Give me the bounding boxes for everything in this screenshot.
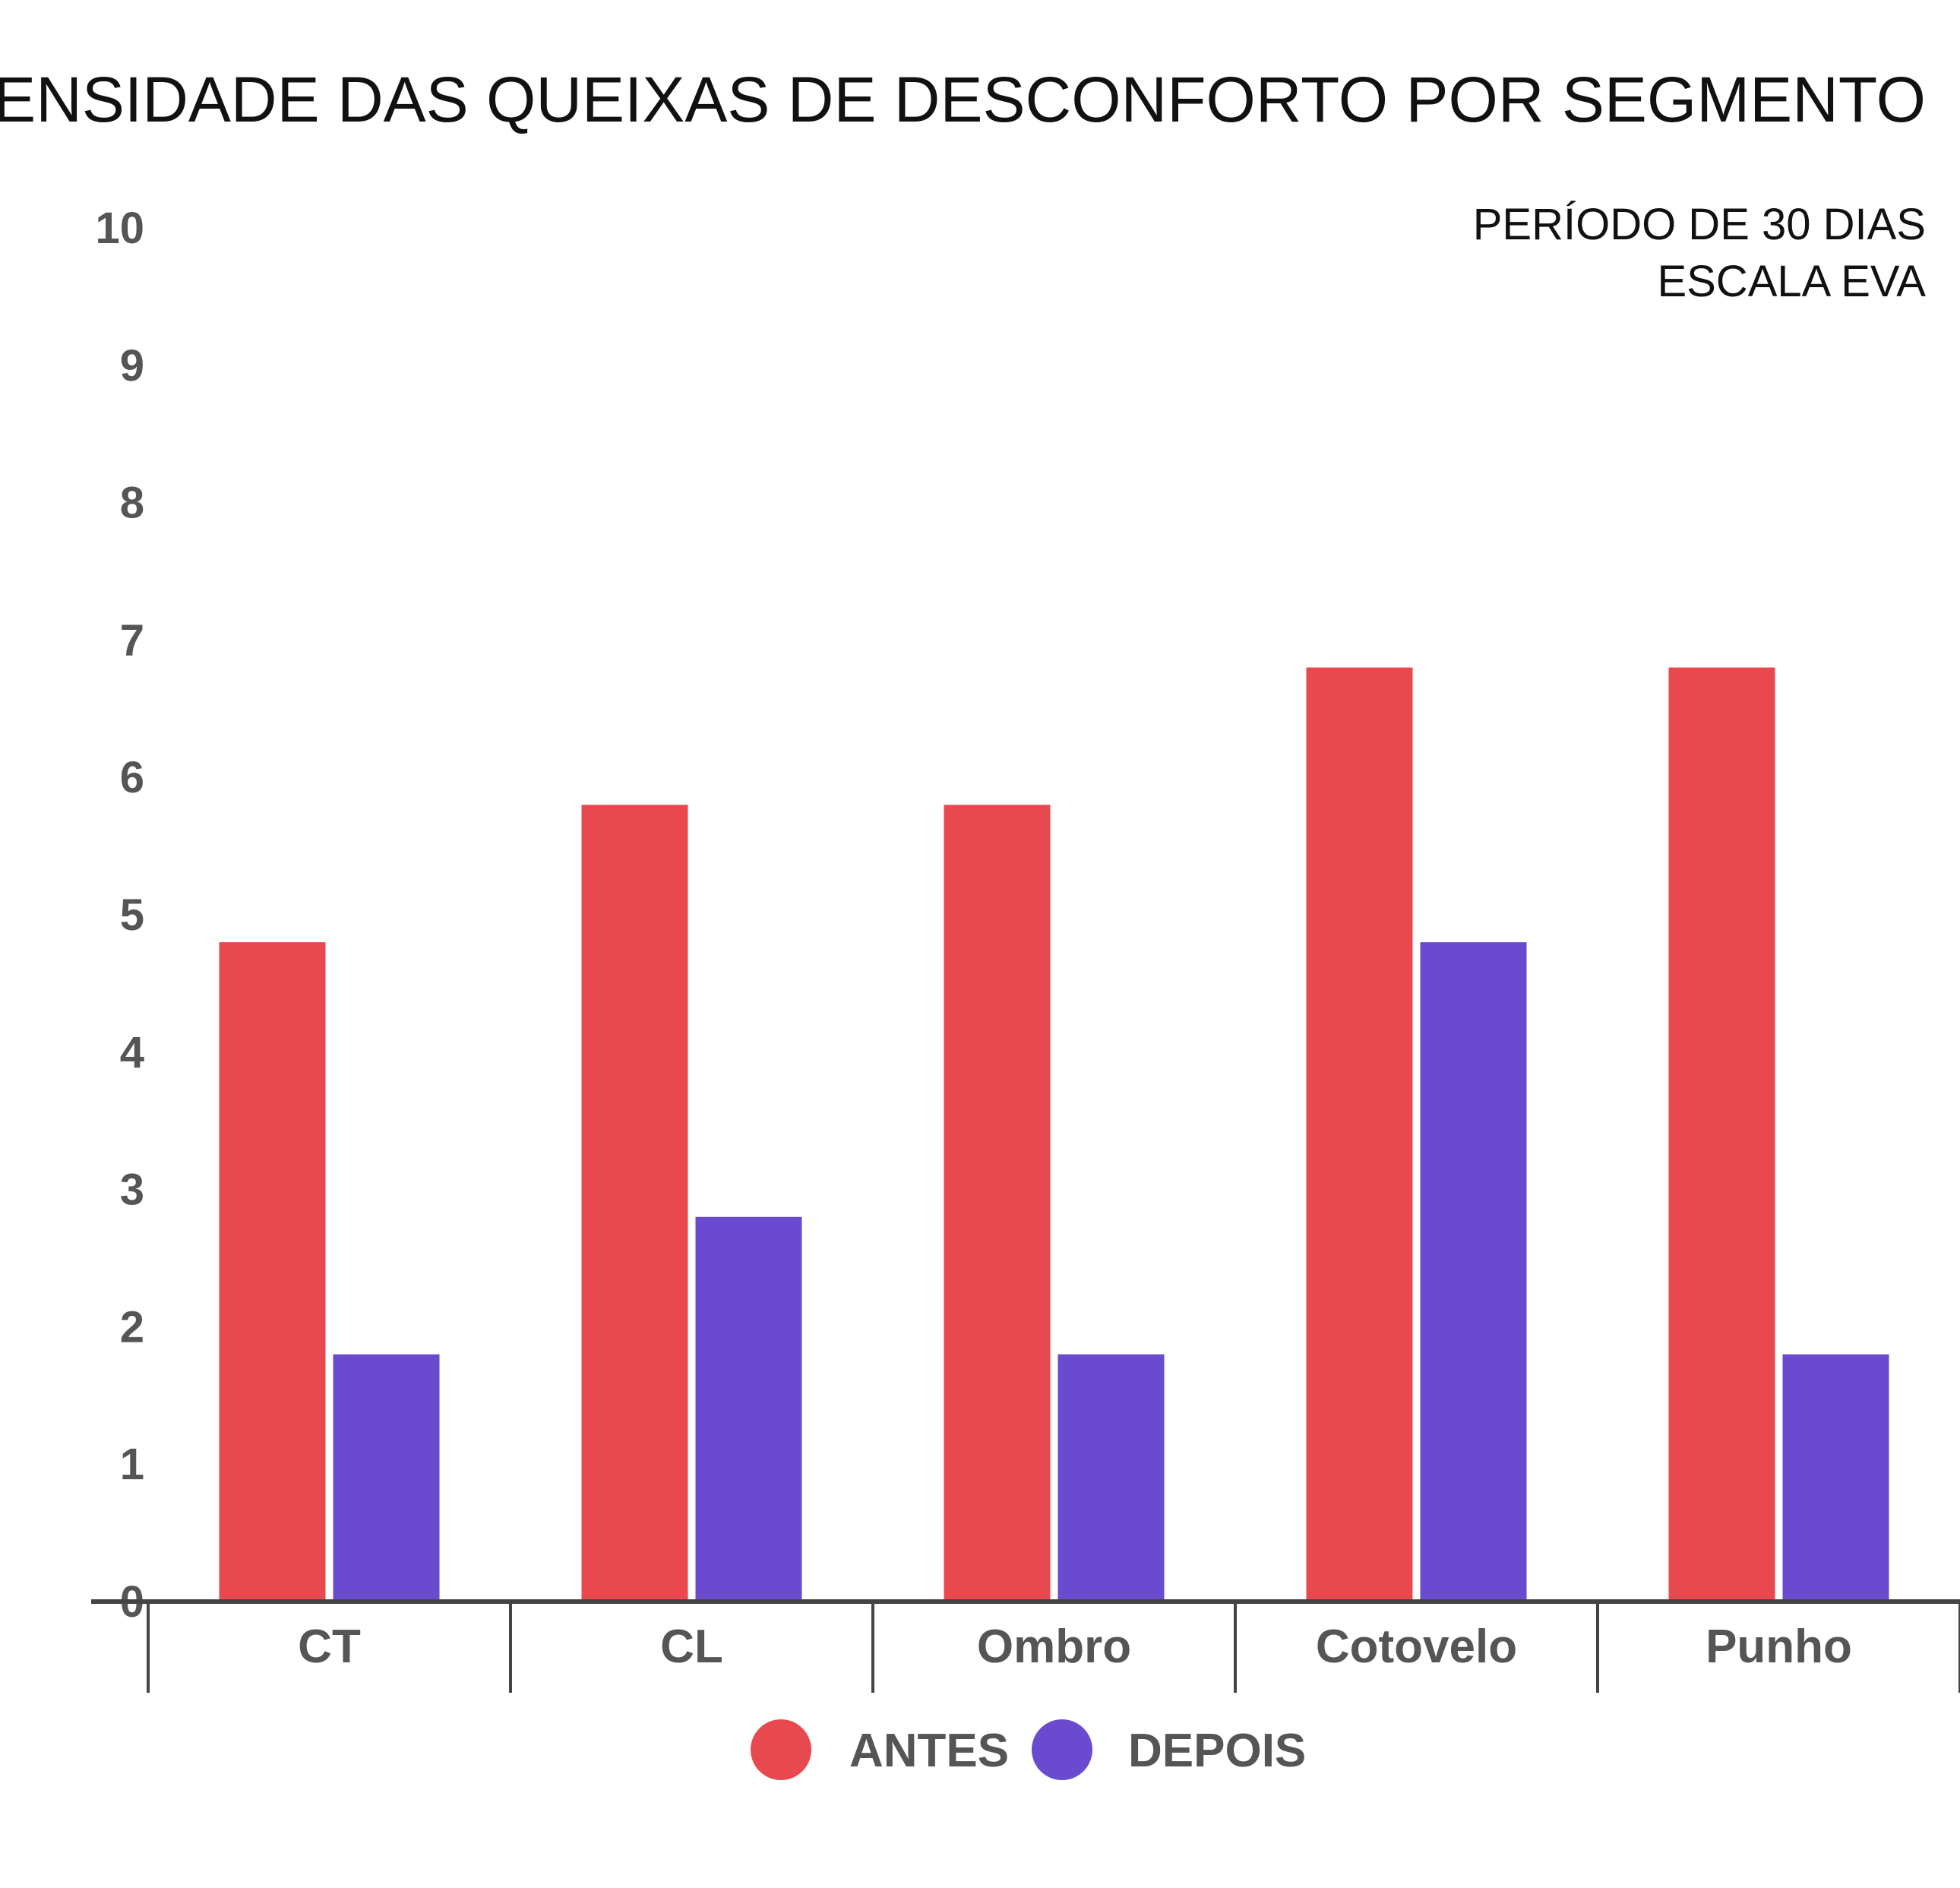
y-tick-label: 1 xyxy=(120,1440,144,1489)
y-tick-label: 4 xyxy=(120,1028,144,1077)
y-tick-label: 3 xyxy=(120,1165,144,1215)
x-tick-label: Punho xyxy=(1706,1621,1852,1673)
bar-depois-cl xyxy=(695,1216,802,1602)
x-tick-label: CT xyxy=(298,1621,361,1673)
bar-depois-ombro xyxy=(1057,1354,1165,1602)
bars-group xyxy=(219,667,1889,1602)
bar-antes-ct xyxy=(219,942,326,1602)
bar-depois-punho xyxy=(1782,1354,1889,1602)
chart-subtitle-line-1: PERÍODO DE 30 DIAS xyxy=(1473,200,1926,249)
bar-antes-cotovelo xyxy=(1306,667,1413,1602)
legend-label-depois: DEPOIS xyxy=(1128,1725,1306,1777)
y-tick-label: 2 xyxy=(120,1302,144,1352)
y-tick-label: 6 xyxy=(120,753,144,802)
legend-label-antes: ANTES xyxy=(849,1725,1009,1777)
bar-antes-ombro xyxy=(944,805,1051,1602)
x-tick-label: Ombro xyxy=(977,1621,1131,1673)
y-tick-label: 5 xyxy=(120,890,144,940)
chart-subtitle-line-2: ESCALA EVA xyxy=(1657,257,1926,306)
bar-depois-cotovelo xyxy=(1420,942,1527,1602)
bar-antes-punho xyxy=(1668,667,1775,1602)
bar-depois-ct xyxy=(333,1354,440,1602)
legend: ANTES DEPOIS xyxy=(751,1719,1306,1780)
legend-marker-depois xyxy=(1032,1719,1092,1780)
y-tick-label: 10 xyxy=(95,204,144,253)
y-tick-label: 8 xyxy=(120,479,144,528)
x-axis: CT CL Ombro Cotovelo Punho xyxy=(91,1599,1960,1693)
y-tick-label: 9 xyxy=(120,341,144,391)
y-tick-label: 7 xyxy=(120,615,144,665)
chart-title: INTENSIDADE DAS QUEIXAS DE DESCONFORTO P… xyxy=(0,64,1926,135)
bar-antes-cl xyxy=(581,805,688,1602)
x-tick-label: Cotovelo xyxy=(1316,1621,1517,1673)
x-tick-label: CL xyxy=(660,1621,723,1673)
legend-marker-antes xyxy=(751,1719,811,1780)
